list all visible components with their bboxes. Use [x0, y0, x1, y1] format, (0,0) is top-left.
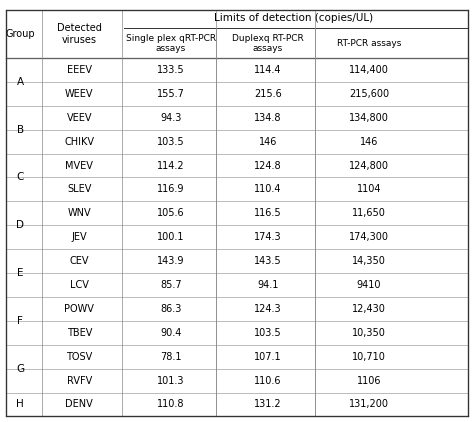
Text: 146: 146 [258, 137, 277, 146]
Text: 124.3: 124.3 [254, 304, 282, 314]
Text: 174.3: 174.3 [254, 232, 282, 242]
Text: 215,600: 215,600 [349, 89, 389, 99]
Text: 10,710: 10,710 [352, 352, 386, 362]
Text: 131,200: 131,200 [349, 400, 389, 409]
Text: 134,800: 134,800 [349, 113, 389, 123]
Text: 101.3: 101.3 [157, 376, 185, 386]
Text: EEEV: EEEV [67, 65, 92, 75]
Text: WNV: WNV [67, 208, 91, 218]
Text: 10,350: 10,350 [352, 328, 386, 338]
Text: 143.5: 143.5 [254, 256, 282, 266]
Text: 85.7: 85.7 [160, 280, 182, 290]
Text: E: E [17, 268, 24, 278]
Text: 1104: 1104 [357, 184, 381, 195]
Text: 94.1: 94.1 [257, 280, 278, 290]
Text: 1106: 1106 [357, 376, 381, 386]
Text: Detected
viruses: Detected viruses [57, 23, 102, 45]
Text: F: F [18, 316, 23, 326]
Text: 131.2: 131.2 [254, 400, 282, 409]
Text: H: H [17, 400, 24, 409]
Text: 78.1: 78.1 [160, 352, 182, 362]
Text: DENV: DENV [65, 400, 93, 409]
Text: A: A [17, 77, 24, 87]
Text: 11,650: 11,650 [352, 208, 386, 218]
Text: 94.3: 94.3 [160, 113, 182, 123]
Text: TOSV: TOSV [66, 352, 92, 362]
Text: B: B [17, 124, 24, 135]
Text: 103.5: 103.5 [157, 137, 185, 146]
Text: 155.7: 155.7 [157, 89, 185, 99]
Text: WEEV: WEEV [65, 89, 93, 99]
Text: G: G [16, 364, 25, 373]
Text: 105.6: 105.6 [157, 208, 185, 218]
Text: Duplexq RT-PCR
assays: Duplexq RT-PCR assays [232, 34, 303, 53]
Text: 114.2: 114.2 [157, 160, 185, 170]
Text: 114,400: 114,400 [349, 65, 389, 75]
Text: Limits of detection (copies/UL): Limits of detection (copies/UL) [214, 14, 373, 24]
Text: MVEV: MVEV [65, 160, 93, 170]
Text: D: D [16, 220, 24, 230]
Text: 133.5: 133.5 [157, 65, 185, 75]
Text: 146: 146 [360, 137, 378, 146]
Text: 116.9: 116.9 [157, 184, 185, 195]
Text: 124,800: 124,800 [349, 160, 389, 170]
Text: VEEV: VEEV [66, 113, 92, 123]
Text: 103.5: 103.5 [254, 328, 282, 338]
Text: 124.8: 124.8 [254, 160, 282, 170]
Text: TBEV: TBEV [66, 328, 92, 338]
Text: 174,300: 174,300 [349, 232, 389, 242]
Text: 116.5: 116.5 [254, 208, 282, 218]
Text: 110.8: 110.8 [157, 400, 185, 409]
Text: CEV: CEV [70, 256, 89, 266]
Text: 12,430: 12,430 [352, 304, 386, 314]
Text: C: C [17, 173, 24, 182]
Text: JEV: JEV [72, 232, 87, 242]
Text: 107.1: 107.1 [254, 352, 282, 362]
Text: LCV: LCV [70, 280, 89, 290]
Text: 215.6: 215.6 [254, 89, 282, 99]
Text: Group: Group [6, 29, 35, 39]
Text: 110.6: 110.6 [254, 376, 282, 386]
Text: 100.1: 100.1 [157, 232, 185, 242]
Text: RT-PCR assays: RT-PCR assays [337, 39, 401, 48]
Text: 14,350: 14,350 [352, 256, 386, 266]
Text: 90.4: 90.4 [160, 328, 182, 338]
Text: CHIKV: CHIKV [64, 137, 94, 146]
Text: SLEV: SLEV [67, 184, 91, 195]
Text: 86.3: 86.3 [160, 304, 182, 314]
Text: 9410: 9410 [357, 280, 381, 290]
Text: 114.4: 114.4 [254, 65, 282, 75]
Text: POWV: POWV [64, 304, 94, 314]
Text: 134.8: 134.8 [254, 113, 282, 123]
Text: RVFV: RVFV [67, 376, 92, 386]
Text: Single plex qRT-PCR
assays: Single plex qRT-PCR assays [126, 34, 216, 53]
Text: 143.9: 143.9 [157, 256, 185, 266]
Text: 110.4: 110.4 [254, 184, 282, 195]
